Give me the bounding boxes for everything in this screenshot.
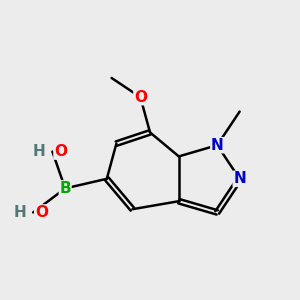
Text: H: H xyxy=(33,144,45,159)
Text: O: O xyxy=(35,205,48,220)
Text: O: O xyxy=(54,144,67,159)
Text: N: N xyxy=(211,138,224,153)
Text: N: N xyxy=(233,171,246,186)
Text: H: H xyxy=(14,205,26,220)
Text: O: O xyxy=(134,90,147,105)
Text: B: B xyxy=(59,181,71,196)
